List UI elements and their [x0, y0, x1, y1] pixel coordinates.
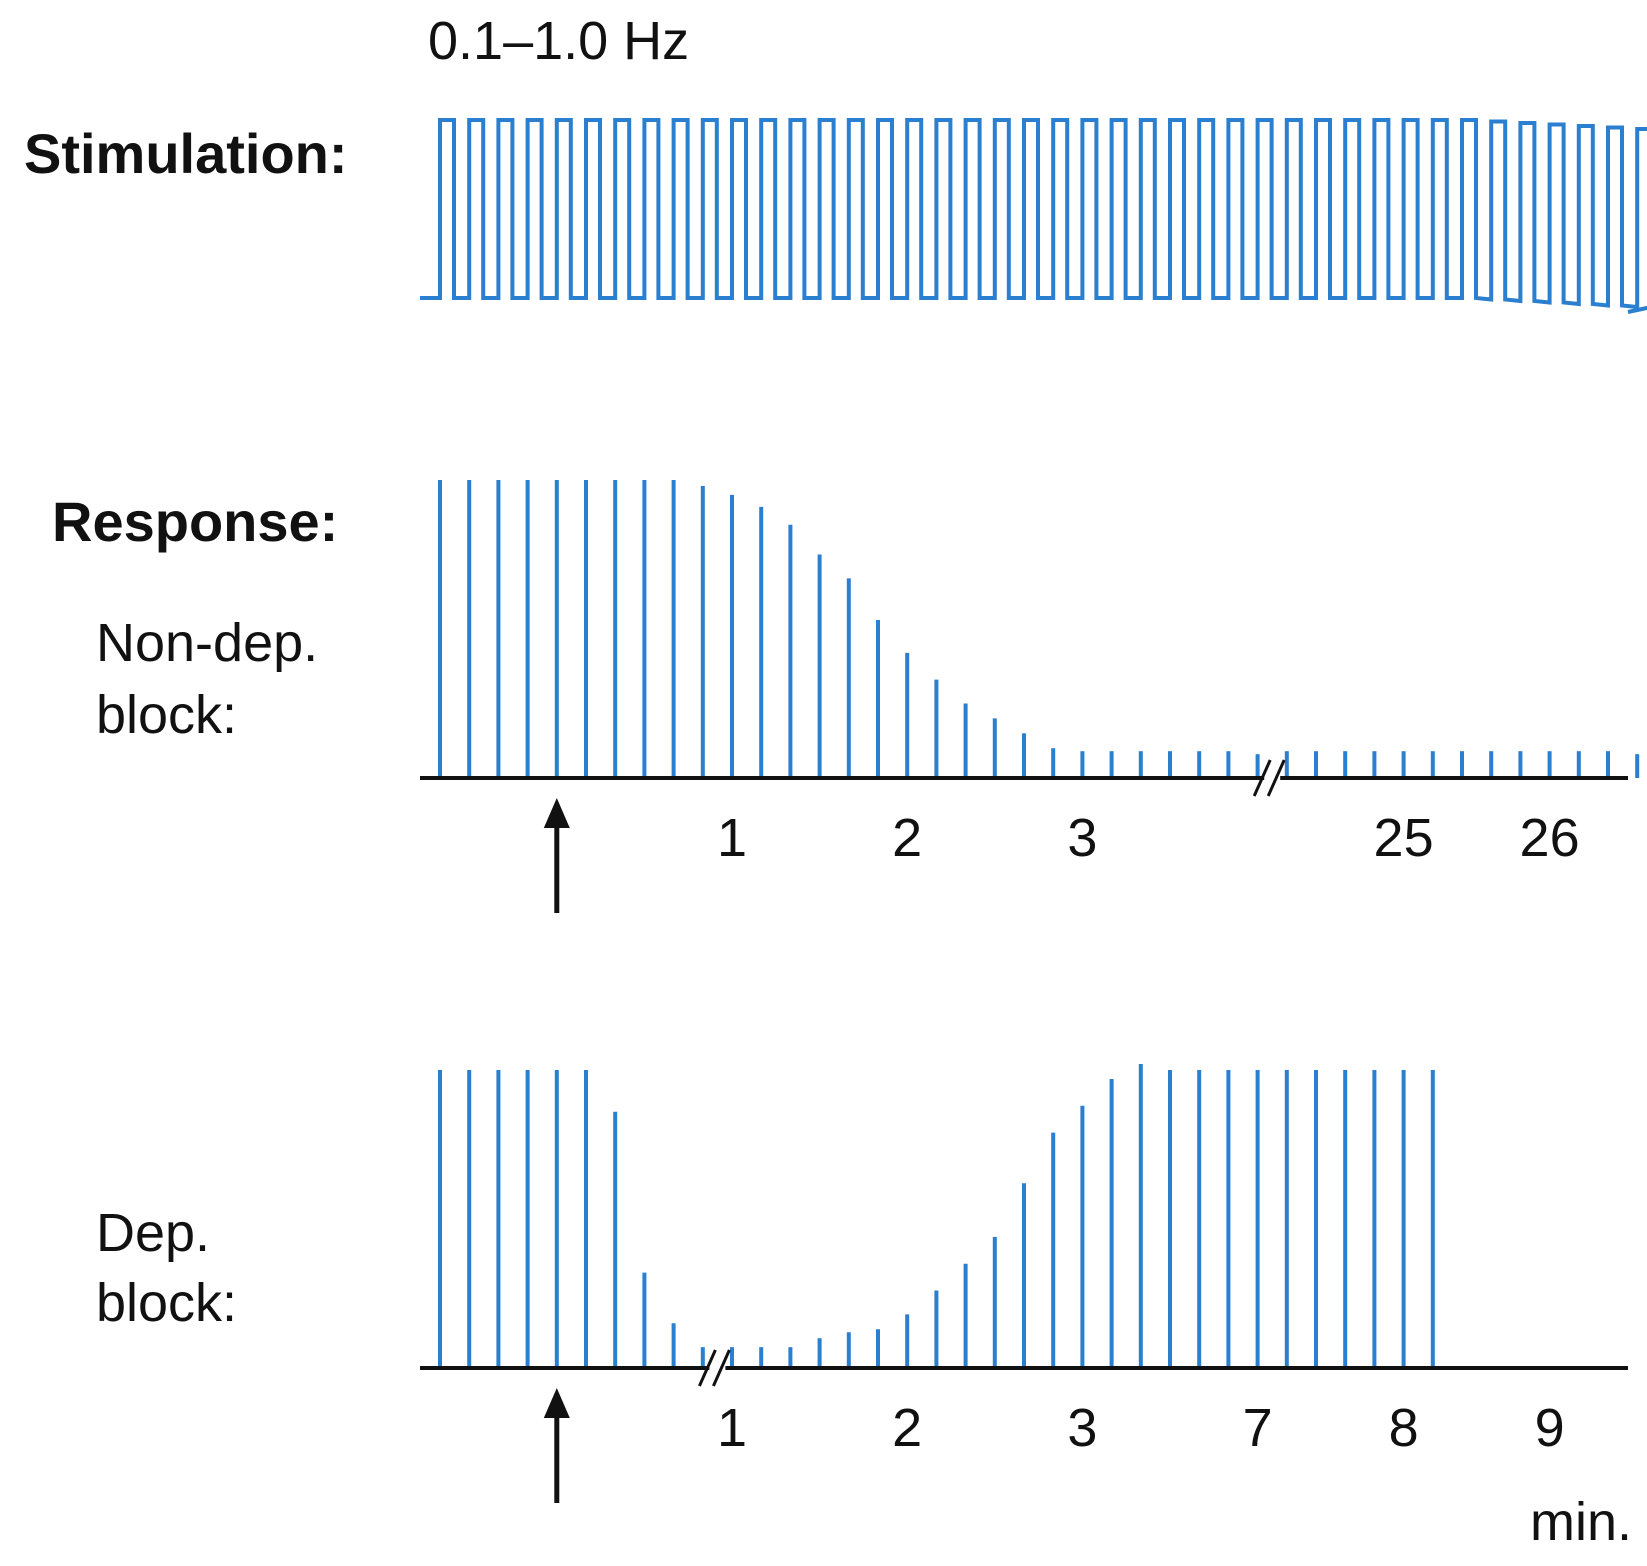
dep-block-label-line2: block:: [96, 1273, 238, 1333]
dep-time-tick-label: 9: [1535, 1398, 1565, 1458]
dep-time-tick-label: 3: [1067, 1398, 1097, 1458]
nondep-axis-break: [1266, 759, 1286, 797]
time-unit-label: min.: [1530, 1492, 1632, 1552]
nondep-time-tick-label: 1: [717, 808, 747, 868]
nondep-block-label-line1: Non-dep.: [96, 613, 319, 673]
dep-time-tick-label: 8: [1389, 1398, 1419, 1458]
dep-response-panel: 1 2 3 7 8 9: [420, 1064, 1628, 1503]
nondep-axis-break: [1252, 759, 1272, 797]
dep-time-tick-label: 7: [1243, 1398, 1273, 1458]
response-heading: Response:: [52, 490, 339, 553]
stimulation-trace-panel: [420, 118, 1647, 314]
dep-block-label-line1: Dep.: [96, 1203, 211, 1263]
stimulation-pulse-train: [420, 118, 1647, 314]
nondep-time-tick-label: 2: [892, 808, 922, 868]
dep-axis-break: [712, 1349, 731, 1387]
stimulation-heading: Stimulation:: [24, 122, 348, 185]
nondep-drug-arrow-head: [543, 798, 570, 828]
nondep-response-panel: 1 2 3 25 26: [420, 480, 1640, 913]
dep-time-tick-label: 2: [892, 1398, 922, 1458]
dep-drug-arrow-head: [543, 1388, 570, 1418]
dep-time-tick-label: 1: [717, 1398, 747, 1458]
nondep-time-tick-label: 3: [1067, 808, 1097, 868]
nondep-time-tick-label: 25: [1374, 808, 1434, 868]
stimulation-frequency-label: 0.1–1.0 Hz: [428, 11, 690, 71]
dep-axis-break: [698, 1349, 717, 1387]
nondep-block-label-line2: block:: [96, 685, 238, 745]
nondep-time-tick-label: 26: [1520, 808, 1580, 868]
